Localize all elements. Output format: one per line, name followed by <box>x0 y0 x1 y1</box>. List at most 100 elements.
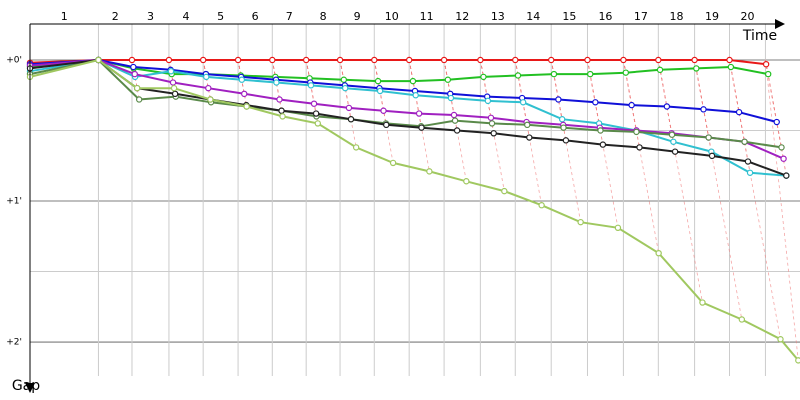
data-point <box>514 72 522 79</box>
lap-label: 16 <box>598 10 612 23</box>
data-point <box>584 56 591 64</box>
data-point <box>597 127 604 134</box>
data-point <box>238 76 246 83</box>
data-point <box>744 158 752 165</box>
data-point <box>453 127 461 134</box>
lap-label: 13 <box>491 10 505 23</box>
series-line <box>29 58 782 149</box>
lap-label: 4 <box>183 10 190 23</box>
data-point <box>555 96 562 103</box>
data-point <box>171 90 179 98</box>
data-point <box>207 96 214 103</box>
data-point <box>655 56 662 64</box>
data-point <box>463 178 470 185</box>
data-point <box>484 97 492 105</box>
x-axis-arrow <box>775 19 785 29</box>
data-point <box>130 63 137 71</box>
gap-guide <box>657 59 703 303</box>
data-point <box>415 110 423 117</box>
data-point <box>488 120 496 127</box>
data-point <box>587 70 594 78</box>
data-point <box>636 144 643 151</box>
data-point <box>169 79 177 86</box>
data-point <box>490 130 497 137</box>
data-point <box>622 69 630 76</box>
y-axis-arrow <box>25 383 35 393</box>
data-point <box>128 56 136 64</box>
data-point <box>548 56 555 64</box>
series-lines <box>26 56 800 364</box>
data-point <box>389 159 397 167</box>
data-point <box>671 148 679 155</box>
gap-guide <box>729 59 781 340</box>
data-point <box>795 357 800 364</box>
data-point <box>440 56 448 64</box>
lap-label: 12 <box>455 10 469 23</box>
lap-label: 17 <box>634 10 648 23</box>
data-point <box>269 56 276 64</box>
gap-guide <box>694 59 743 320</box>
data-point <box>345 104 353 112</box>
data-point <box>307 82 315 89</box>
data-point <box>746 169 754 176</box>
data-point <box>352 144 360 151</box>
data-point <box>447 94 455 102</box>
series-line <box>29 58 800 362</box>
data-point <box>777 336 784 343</box>
data-point <box>276 96 283 103</box>
data-point <box>170 84 178 92</box>
data-point <box>778 144 785 151</box>
data-point <box>133 84 141 92</box>
data-point <box>668 131 676 138</box>
lap-label: 10 <box>385 10 399 23</box>
data-point <box>383 121 390 129</box>
data-point <box>405 56 413 64</box>
gap-guide <box>765 59 799 361</box>
gap-guide <box>623 59 660 254</box>
data-point <box>633 128 640 136</box>
lap-label: 7 <box>286 10 293 23</box>
lap-label: 5 <box>217 10 224 23</box>
data-point <box>560 124 567 131</box>
lap-label: 1 <box>61 10 68 23</box>
data-point <box>691 56 698 64</box>
data-point <box>376 87 384 95</box>
data-point <box>705 134 712 141</box>
data-point <box>628 101 635 109</box>
data-point <box>599 141 607 148</box>
data-point <box>131 70 138 78</box>
y-tick-label: +0' <box>6 55 22 65</box>
data-point <box>371 56 378 64</box>
data-point <box>656 66 664 74</box>
lap-label: 19 <box>705 10 719 23</box>
data-point <box>273 79 280 86</box>
lap-label: 14 <box>526 10 540 23</box>
data-point <box>700 106 707 113</box>
data-point <box>341 84 349 92</box>
data-point <box>310 100 318 107</box>
lap-label: 2 <box>112 10 119 23</box>
data-point <box>205 84 212 92</box>
data-point <box>655 249 662 257</box>
data-point <box>699 299 706 306</box>
data-point <box>592 99 599 106</box>
y-axis-title: Gap <box>12 378 40 394</box>
data-point <box>444 76 452 83</box>
data-point <box>577 218 584 226</box>
data-point <box>477 56 484 64</box>
data-point <box>135 96 143 103</box>
data-point <box>418 124 425 131</box>
data-point <box>738 316 746 323</box>
data-point <box>519 99 527 106</box>
gap-guide <box>339 59 357 148</box>
data-point <box>480 73 487 81</box>
gap-guide <box>305 59 319 124</box>
lap-label: 18 <box>669 10 683 23</box>
data-point <box>614 224 622 232</box>
lap-label: 3 <box>147 10 154 23</box>
data-point <box>167 68 175 75</box>
data-point <box>241 90 248 98</box>
data-point <box>780 155 787 162</box>
data-point <box>409 77 417 85</box>
